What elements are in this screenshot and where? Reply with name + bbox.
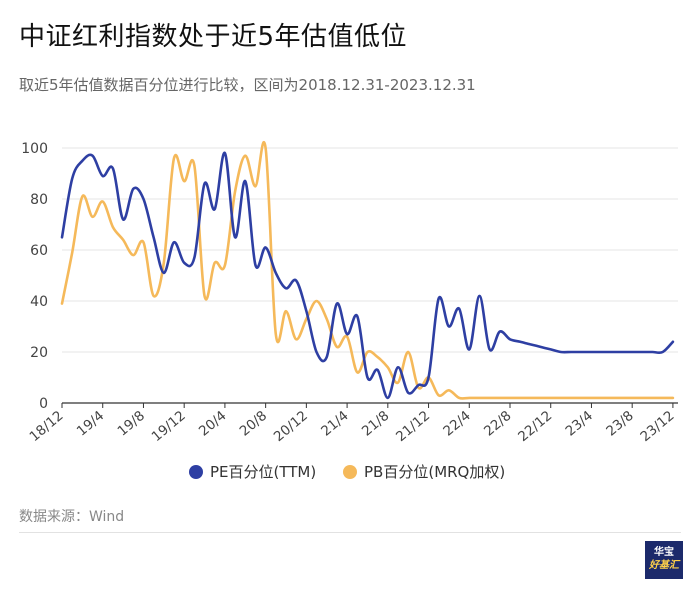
legend-item-pb-label: PB百分位(MRQ加权) <box>364 463 505 481</box>
legend-item-pe-marker <box>189 465 203 479</box>
legend-item-pe-label: PE百分位(TTM) <box>210 463 316 481</box>
brand-logo: 华宝 好基汇 <box>645 541 683 579</box>
x-tick-label: 20/4 <box>196 408 230 440</box>
line-chart: 0 20 40 60 80 100 18/12 19/4 19/8 19/12 20/4 20/8 20… <box>21 141 678 481</box>
x-tick-label: 21/4 <box>318 408 352 440</box>
y-tick-label: 40 <box>30 294 48 310</box>
x-tick-label: 19/12 <box>149 408 189 445</box>
data-source: 数据来源：Wind <box>19 509 125 525</box>
y-tick-label: 80 <box>30 192 48 208</box>
y-tick-label: 0 <box>39 396 48 412</box>
x-tick-label: 21/12 <box>393 408 433 445</box>
x-tick-label: 20/8 <box>237 408 271 440</box>
x-tick-label: 20/12 <box>271 408 311 445</box>
x-tick-label: 22/8 <box>481 408 515 440</box>
x-tick-label: 19/8 <box>115 408 149 440</box>
x-tick-label: 19/4 <box>74 408 108 440</box>
y-tick-label: 60 <box>30 243 48 259</box>
footer-divider <box>19 532 681 533</box>
x-tick-label: 18/12 <box>26 408 66 445</box>
series-line-pb <box>60 141 675 400</box>
chart-title: 中证红利指数处于近5年估值低位 <box>19 22 408 52</box>
x-tick-label: 22/12 <box>515 408 555 445</box>
y-tick-label: 20 <box>30 345 48 361</box>
y-tick-label: 100 <box>21 141 48 157</box>
x-tick-label: 22/4 <box>440 408 474 440</box>
x-tick-label: 23/4 <box>563 408 597 440</box>
series-line-pe <box>60 151 675 400</box>
x-tick-label: 21/8 <box>359 408 393 440</box>
brand-logo-line2: 好基汇 <box>649 560 679 571</box>
brand-logo-line1: 华宝 <box>654 547 674 558</box>
legend-item-pb-marker <box>343 465 357 479</box>
x-tick-label: 23/8 <box>603 408 637 440</box>
chart-subtitle: 取近5年估值数据百分位进行比较，区间为2018.12.31-2023.12.31 <box>19 76 476 94</box>
x-tick-label: 23/12 <box>637 408 677 445</box>
